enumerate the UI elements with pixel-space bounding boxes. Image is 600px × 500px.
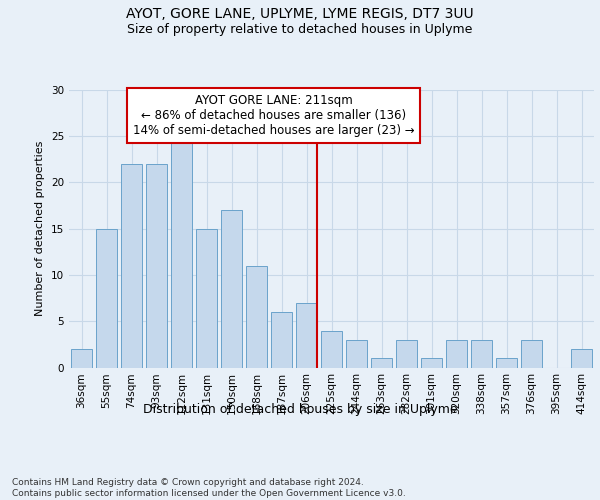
Bar [571, 349, 592, 368]
Bar [346, 340, 367, 367]
Bar [446, 340, 467, 367]
Bar [146, 164, 167, 368]
Bar [521, 340, 542, 367]
Bar [221, 210, 242, 368]
Bar [496, 358, 517, 368]
Bar [171, 136, 192, 368]
Bar [396, 340, 417, 367]
Bar [196, 229, 217, 368]
Text: Size of property relative to detached houses in Uplyme: Size of property relative to detached ho… [127, 22, 473, 36]
Bar [321, 330, 342, 368]
Bar [246, 266, 267, 368]
Bar [371, 358, 392, 368]
Bar [421, 358, 442, 368]
Text: Contains HM Land Registry data © Crown copyright and database right 2024.
Contai: Contains HM Land Registry data © Crown c… [12, 478, 406, 498]
Bar [121, 164, 142, 368]
Text: Distribution of detached houses by size in Uplyme: Distribution of detached houses by size … [143, 402, 457, 415]
Bar [471, 340, 492, 367]
Text: AYOT, GORE LANE, UPLYME, LYME REGIS, DT7 3UU: AYOT, GORE LANE, UPLYME, LYME REGIS, DT7… [126, 8, 474, 22]
Y-axis label: Number of detached properties: Number of detached properties [35, 141, 46, 316]
Bar [96, 229, 117, 368]
Bar [271, 312, 292, 368]
Text: AYOT GORE LANE: 211sqm
← 86% of detached houses are smaller (136)
14% of semi-de: AYOT GORE LANE: 211sqm ← 86% of detached… [133, 94, 415, 137]
Bar [296, 302, 317, 368]
Bar [71, 349, 92, 368]
